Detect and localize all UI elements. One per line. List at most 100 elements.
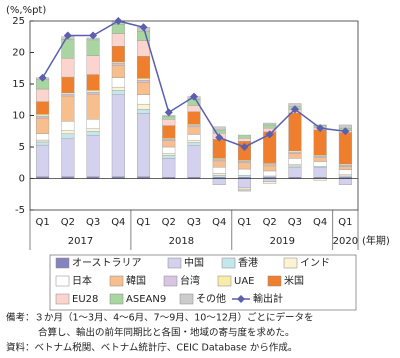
bar-segment: [212, 166, 226, 174]
legend-swatch: [109, 293, 124, 305]
bar-segment: [36, 88, 50, 102]
bar-segment: [162, 125, 176, 139]
bar-segment: [61, 93, 75, 97]
x-tick-label: Q3: [187, 217, 201, 228]
bar-segment: [313, 161, 327, 167]
legend-swatch: [163, 275, 178, 287]
bar-segment: [263, 181, 277, 184]
bar-segment: [338, 178, 352, 186]
bar-segment: [86, 74, 100, 91]
legend-label: 日本: [72, 274, 92, 287]
bar-segment: [263, 165, 277, 172]
note: 合算し、輸出の前年同期比と各国・地域の寄与度を求めた。: [38, 327, 295, 339]
y-tick-label: 0: [19, 174, 25, 185]
marker: [341, 127, 350, 136]
marker: [139, 23, 148, 32]
bar-segment: [137, 81, 151, 95]
legend-swatch: [221, 257, 236, 269]
bar-segment: [288, 153, 302, 159]
x-tick-label: Q1: [35, 217, 49, 228]
bar-segment: [111, 33, 125, 47]
bar-segment: [237, 134, 251, 139]
bar-segment: [61, 130, 75, 134]
legend-swatch: [217, 275, 232, 287]
bar-segment: [313, 157, 327, 162]
bar-segment: [288, 167, 302, 178]
marker: [164, 108, 173, 117]
bar-segment: [212, 175, 226, 178]
bar-segment: [36, 101, 50, 115]
legend-frame: [49, 254, 357, 311]
bar-segment: [61, 95, 75, 122]
marker: [89, 31, 98, 40]
legend-swatch: [167, 257, 182, 269]
note: 資料：ベトナム税関、ベトナム統計庁、CEIC Database から作成。: [6, 342, 297, 354]
bar-segment: [111, 77, 125, 88]
bar-segment: [111, 64, 125, 78]
x-tick-label: Q3: [288, 217, 302, 228]
bar-segment: [137, 80, 151, 83]
bar-segment: [288, 165, 302, 168]
x-tick-label: Q2: [263, 217, 277, 228]
bar-segment: [137, 30, 151, 41]
bar-segment: [86, 93, 100, 120]
legend-label: 輸出計: [253, 292, 283, 305]
bar-segment: [137, 113, 151, 177]
bar-segment: [61, 76, 75, 94]
note: 備考：３か月（1～3月、4～6月、7～9月、10～12月）ごとにデータを: [6, 312, 313, 324]
x-group-label: 2020: [333, 236, 358, 247]
bar-segment: [338, 166, 352, 170]
bar-segment: [263, 178, 277, 182]
marker: [240, 143, 249, 151]
x-tick-label: Q2: [61, 217, 75, 228]
x-tick-label: Q4: [111, 217, 125, 228]
plot-frame: [29, 20, 359, 211]
bar-segment: [111, 23, 125, 34]
bar-segment: [86, 119, 100, 129]
bar-segment: [36, 144, 50, 177]
marker: [114, 17, 123, 25]
bar-segment: [187, 134, 201, 141]
bar-segment: [162, 158, 176, 178]
bar-segment: [313, 129, 327, 156]
bar-segment: [86, 135, 100, 177]
bar-segment: [137, 94, 151, 105]
legend-swatch: [55, 257, 70, 269]
bar-segment: [86, 90, 100, 93]
bar-segment: [86, 55, 100, 75]
x-axis-label: (年期): [362, 234, 390, 247]
legend-swatch: [55, 293, 70, 305]
legend-label: 韓国: [126, 275, 146, 287]
y-tick-label: 20: [12, 48, 25, 59]
legend-swatch: [179, 293, 194, 305]
bar-segment: [288, 158, 302, 165]
bar-segment: [237, 162, 251, 170]
bar-segment: [338, 132, 352, 165]
marker: [290, 105, 299, 114]
bar-segment: [212, 160, 226, 168]
bar-segment: [36, 115, 50, 119]
bar-segment: [162, 146, 176, 154]
marker: [215, 133, 224, 142]
bar-segment: [162, 115, 176, 120]
bar-segment: [137, 108, 151, 114]
bar-segment: [263, 124, 277, 129]
bar-segment: [111, 90, 125, 95]
bar-segment: [61, 57, 75, 78]
bar-segment: [162, 119, 176, 126]
bar-segment: [162, 140, 176, 148]
bar-segment: [237, 178, 251, 189]
bar-segment: [162, 154, 176, 159]
bar-segment: [237, 187, 251, 191]
marker: [316, 124, 325, 133]
marker: [38, 73, 47, 82]
x-tick-label: Q1: [136, 217, 150, 228]
bar-segment: [237, 137, 251, 142]
bar-segment: [187, 105, 201, 112]
bar-segment: [61, 138, 75, 177]
bar-segment: [86, 91, 100, 95]
legend-label: 香港: [238, 257, 258, 269]
bar-segment: [187, 145, 201, 178]
legend-label: EU28: [72, 294, 98, 305]
